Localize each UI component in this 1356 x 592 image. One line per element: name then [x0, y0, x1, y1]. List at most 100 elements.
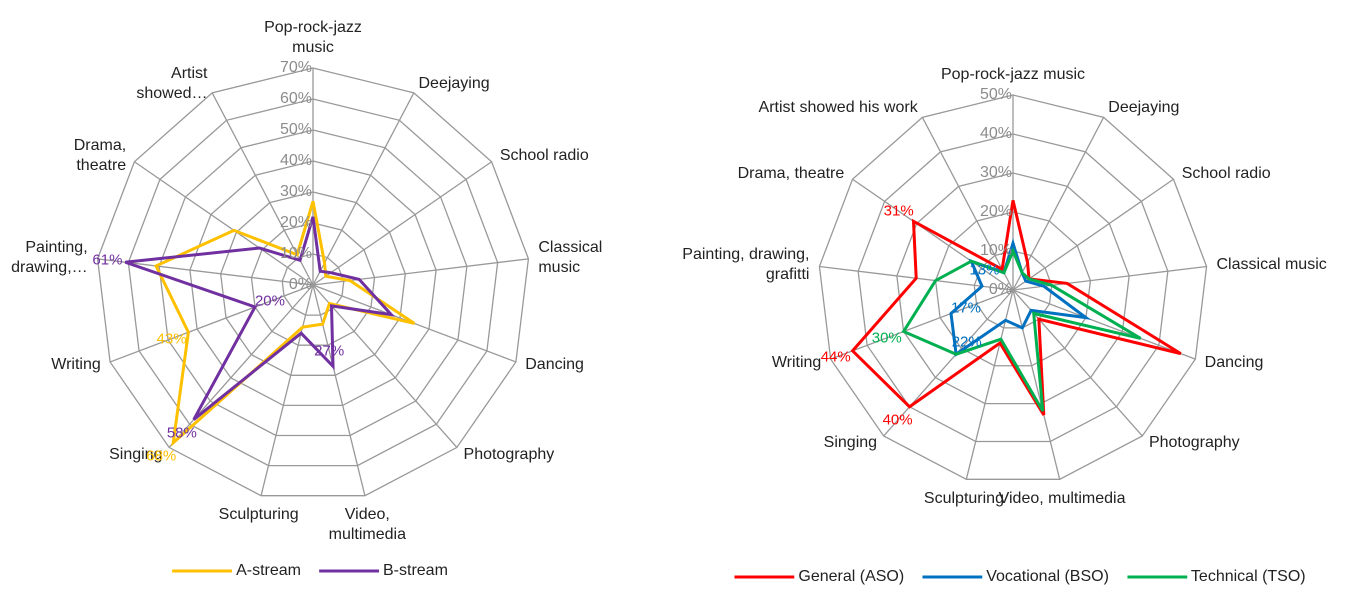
data-label: 31%: [883, 202, 914, 220]
legend-item: General (ASO): [734, 568, 904, 586]
legend-swatch: [1126, 575, 1187, 579]
y-tick-label: 30%: [279, 183, 312, 200]
data-label: 43%: [156, 330, 187, 348]
y-tick-label: 50%: [979, 86, 1012, 103]
spoke: [168, 284, 314, 448]
y-tick-label: 20%: [979, 203, 1012, 220]
category-label: Pop-rock-jazz music: [264, 19, 362, 56]
legend-swatch: [734, 575, 795, 579]
category-label: Dancing: [525, 356, 584, 374]
category-label: Deejaying: [418, 75, 490, 92]
legend: General (ASO) Vocational (BSO) Technical (…: [734, 568, 1306, 586]
category-label: School radio: [499, 147, 589, 165]
category-label: Drama, theatre: [737, 164, 845, 182]
spoke: [1012, 289, 1061, 480]
category-label: Writing: [771, 353, 822, 371]
data-label: 17%: [950, 299, 981, 317]
legend-label: A-stream: [236, 562, 301, 579]
category-label: Photography: [1148, 434, 1240, 452]
spoke: [134, 161, 314, 286]
category-label: Video, multimedia: [328, 506, 406, 544]
y-tick-label: 60%: [279, 90, 312, 107]
category-label: Sculpturing: [218, 506, 299, 524]
grid-ring: [189, 160, 437, 407]
spoke: [312, 284, 458, 448]
legend: A-stream B-stream: [172, 562, 448, 580]
category-label: Photography: [463, 445, 555, 463]
spoke: [965, 289, 1014, 480]
spoke: [97, 258, 314, 286]
category-label: Sculpturing: [923, 490, 1004, 508]
category-label: School radio: [1181, 164, 1271, 182]
y-tick-label: 50%: [279, 121, 312, 138]
data-label: 58%: [166, 424, 197, 442]
data-label: 61%: [92, 251, 123, 269]
data-label: 22%: [951, 333, 982, 351]
legend-swatch: [172, 569, 233, 573]
legend-item: A-stream: [172, 562, 301, 580]
y-tick-label: 10%: [979, 242, 1012, 259]
category-label: Writing: [51, 356, 101, 374]
category-label: Artist showed his work: [758, 99, 918, 117]
data-label: 44%: [820, 348, 851, 366]
spoke: [830, 289, 1014, 360]
series-line: [154, 200, 416, 447]
series-line: [949, 238, 1092, 357]
spoke: [312, 92, 415, 286]
grid-ring: [973, 250, 1053, 329]
y-tick-label: 0%: [288, 276, 312, 293]
category-label: Singing: [109, 445, 163, 463]
y-tick-label: 30%: [979, 164, 1012, 181]
spoke: [109, 284, 314, 363]
legend-swatch: [922, 575, 983, 579]
category-label: Deejaying: [1108, 99, 1180, 117]
spoke: [1012, 289, 1196, 360]
category-label: Dancing: [1204, 353, 1264, 371]
data-label: 20%: [254, 292, 285, 310]
category-label: Pop-rock-jazz music: [940, 66, 1086, 83]
legend-label: B-stream: [383, 562, 448, 579]
grid-ring: [220, 191, 406, 376]
series-line: [850, 199, 1182, 416]
legend-label: Technical (TSO): [1190, 568, 1306, 585]
legend-item: Vocational (BSO): [922, 568, 1109, 586]
spoke: [1012, 178, 1174, 291]
legend-item: B-stream: [319, 562, 448, 580]
y-tick-label: 40%: [279, 152, 312, 169]
spoke: [260, 284, 314, 496]
y-tick-label: 70%: [279, 59, 312, 76]
legend-label: General (ASO): [798, 568, 905, 585]
data-label: 40%: [882, 411, 913, 429]
spoke: [312, 284, 366, 496]
grid-ring: [158, 129, 468, 437]
legend-label: Vocational (BSO): [986, 568, 1109, 585]
series-line: [124, 216, 396, 421]
category-label: Painting, drawing,…: [11, 238, 88, 276]
spoke: [921, 117, 1014, 291]
grid-ring: [127, 98, 499, 467]
spoke: [883, 289, 1014, 437]
category-label: Singing: [823, 434, 878, 452]
grid-ring: [818, 94, 1208, 480]
category-label: Classical music: [1216, 256, 1327, 274]
y-tick-label: 20%: [279, 214, 312, 231]
legend-item: Technical (TSO): [1126, 568, 1306, 586]
data-label: 13%: [969, 261, 1000, 279]
y-tick-label: 40%: [979, 125, 1012, 142]
spoke: [312, 161, 492, 286]
y-tick-label: 10%: [279, 245, 312, 262]
data-label: 30%: [871, 329, 902, 347]
category-label: Video, multimedia: [998, 490, 1126, 508]
category-label: Painting, drawing, grafitti: [682, 246, 810, 284]
category-label: Classical music: [538, 238, 603, 276]
grid-ring: [857, 133, 1169, 443]
grid-ring: [281, 253, 345, 316]
data-label: 68%: [146, 447, 177, 465]
spoke: [852, 178, 1014, 291]
category-label: Artist showed…: [136, 65, 208, 102]
legend-swatch: [319, 569, 379, 573]
series-line: [901, 247, 1142, 412]
data-label: 27%: [314, 342, 345, 360]
